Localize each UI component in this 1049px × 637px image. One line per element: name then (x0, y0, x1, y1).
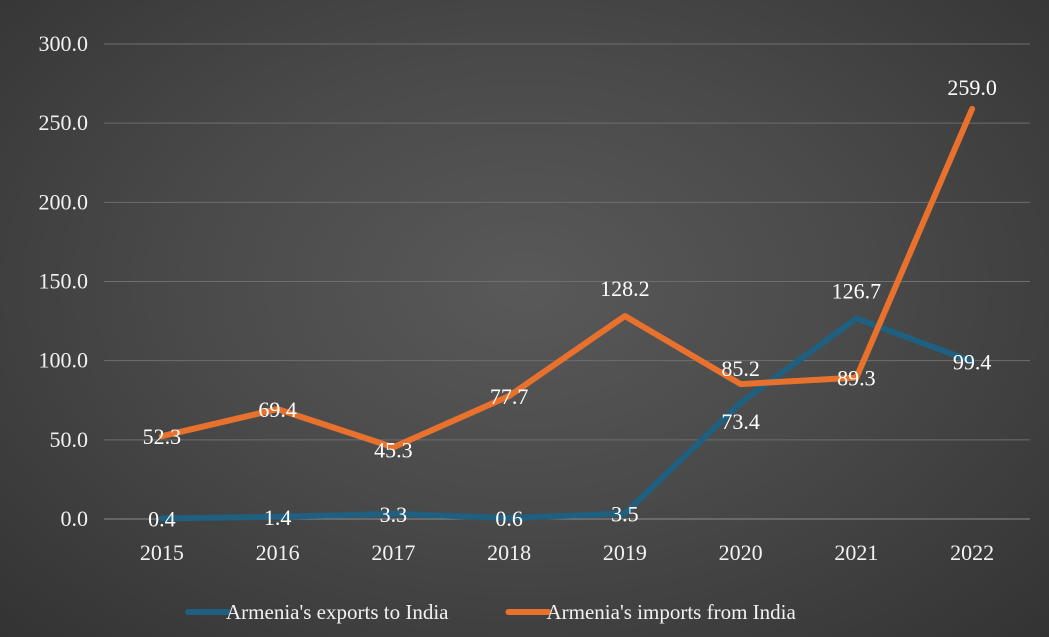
data-label: 0.6 (495, 506, 523, 531)
x-tick-label: 2017 (371, 540, 415, 565)
data-label: 126.7 (832, 278, 882, 303)
gridlines (104, 43, 1030, 520)
y-tick-label: 150.0 (39, 269, 89, 294)
series-lines (158, 105, 976, 522)
y-tick-label: 50.0 (50, 427, 89, 452)
data-label: 45.3 (374, 437, 413, 462)
y-tick-label: 200.0 (39, 189, 89, 214)
x-tick-label: 2016 (256, 540, 300, 565)
data-label: 77.7 (490, 384, 529, 409)
x-tick-label: 2019 (603, 540, 647, 565)
y-tick-label: 300.0 (39, 31, 89, 56)
legend-label: Armenia's exports to India (226, 600, 449, 624)
data-label: 99.4 (953, 350, 992, 375)
x-tick-label: 2018 (487, 540, 531, 565)
y-axis-ticks: 0.0 50.0 100.0 150.0 200.0 250.0 300.0 (39, 31, 89, 531)
x-tick-label: 2015 (140, 540, 184, 565)
y-tick-label: 0.0 (61, 506, 89, 531)
x-tick-label: 2021 (834, 540, 878, 565)
data-label: 0.4 (148, 506, 176, 531)
y-tick-label: 250.0 (39, 110, 89, 135)
data-label: 73.4 (721, 409, 760, 434)
series-line-exports (158, 315, 976, 522)
data-label: 1.4 (264, 505, 292, 530)
data-label: 85.2 (721, 356, 760, 381)
x-tick-label: 2020 (719, 540, 763, 565)
data-label: 128.2 (600, 276, 650, 301)
data-label: 3.3 (380, 502, 408, 527)
data-label: 69.4 (258, 397, 297, 422)
legend: Armenia's exports to India Armenia's impo… (185, 600, 796, 624)
series-line-imports (158, 105, 976, 451)
y-tick-label: 100.0 (39, 348, 89, 373)
data-label: 52.3 (143, 424, 182, 449)
data-labels: 0.4 1.4 3.3 0.6 3.5 73.4 126.7 99.4 52.3 69.4 45.3… (143, 75, 997, 531)
data-label: 3.5 (611, 501, 639, 526)
x-axis-ticks: 2015 2016 2017 2018 2019 2020 2021 2022 (140, 540, 994, 565)
legend-label: Armenia's imports from India (546, 600, 796, 624)
x-tick-label: 2022 (950, 540, 994, 565)
data-label: 89.3 (837, 366, 876, 391)
data-label: 259.0 (947, 75, 997, 100)
